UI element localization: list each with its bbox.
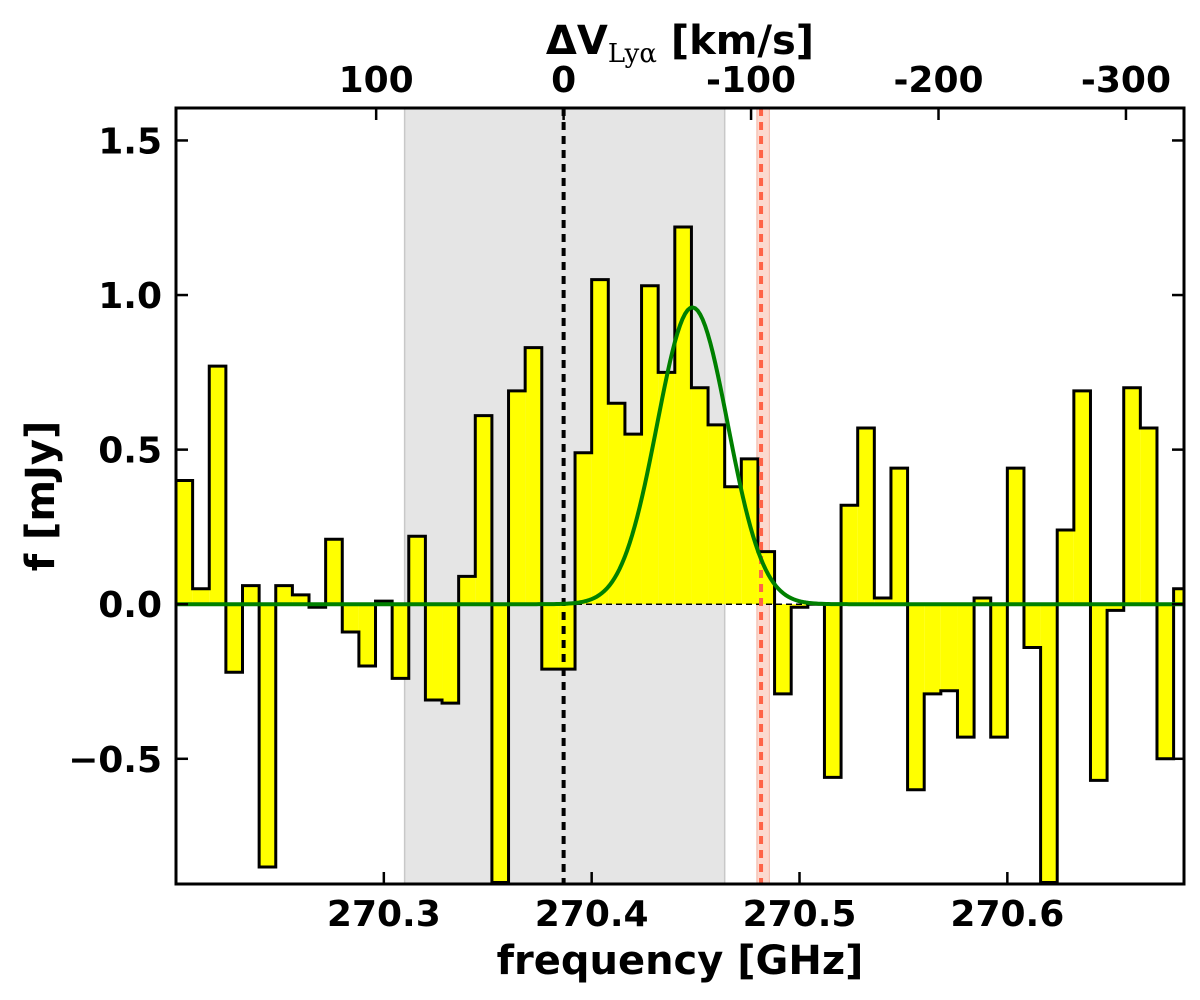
histogram-bar — [1173, 588, 1184, 605]
histogram-bar — [575, 452, 592, 605]
histogram-bar — [525, 347, 542, 605]
histogram-bar — [1140, 427, 1157, 605]
histogram-bar — [1057, 530, 1074, 605]
histogram-bar — [408, 536, 426, 605]
histogram-bar — [791, 604, 808, 608]
histogram-bar — [608, 403, 625, 605]
histogram-bar — [591, 279, 609, 605]
x-tick-label: 270.3 — [327, 894, 441, 935]
histogram-bar — [741, 458, 758, 605]
histogram-bar — [1023, 604, 1041, 648]
histogram-bar — [508, 390, 526, 605]
top-tick-label: -200 — [893, 60, 983, 101]
histogram-bar — [658, 372, 675, 605]
histogram-outline — [176, 225, 1184, 884]
top-axis-title: ΔVLyα [km/s] — [546, 18, 814, 69]
chart-overlays — [176, 108, 1184, 884]
top-tick-label: 100 — [339, 60, 414, 101]
top-tick-label: -300 — [1081, 60, 1171, 101]
top-tick-label: -100 — [706, 60, 796, 101]
gaussian-fit-line — [176, 305, 1184, 607]
y-tick-label: 1.5 — [98, 121, 162, 162]
histogram-bar — [209, 366, 226, 605]
y-tick-label: −0.5 — [68, 740, 162, 781]
histogram-bar — [907, 604, 925, 790]
histogram-bar — [358, 604, 376, 667]
histogram-bar — [857, 427, 875, 605]
histogram-bar — [442, 604, 459, 704]
histogram-bar — [1123, 387, 1141, 605]
histogram-bar — [924, 604, 941, 694]
histogram-bar — [774, 604, 792, 694]
histogram-bar — [1007, 468, 1024, 605]
top-tick-label: 0 — [551, 60, 576, 101]
histogram-bar — [691, 387, 709, 605]
y-tick-label: 1.0 — [98, 276, 162, 317]
histogram-bar — [841, 505, 858, 605]
histogram-bar — [874, 598, 891, 605]
histogram-bar — [558, 604, 576, 670]
histogram-bar — [1156, 604, 1174, 759]
histogram-bar — [708, 424, 725, 605]
histogram-bars — [176, 227, 1184, 883]
histogram-bar — [1073, 390, 1091, 605]
histogram-bar — [957, 604, 975, 738]
chart-axes: 270.3 270.4 270.5 270.6 −0.5 0.0 0.5 1.0 1.5 100 0… — [68, 60, 1186, 935]
top-axis-title-suffix: [km/s] — [657, 18, 814, 64]
histogram-bar — [1040, 604, 1058, 883]
histogram-bar — [242, 585, 260, 605]
histogram-bar — [890, 468, 908, 605]
y-axis-title: f [mJy] — [18, 421, 64, 572]
y-tick-label: 0.5 — [98, 431, 162, 472]
histogram-bar — [624, 434, 642, 605]
histogram-bar — [824, 604, 842, 778]
histogram-bar — [292, 594, 310, 605]
histogram-bar — [458, 576, 476, 605]
histogram-bar — [425, 604, 443, 701]
histogram-bar — [1090, 604, 1108, 781]
x-tick-label: 270.5 — [743, 894, 857, 935]
top-axis-title-subscript: Lyα — [608, 39, 657, 69]
histogram-bar — [225, 604, 243, 673]
histogram-bar — [275, 585, 293, 605]
histogram-bar — [990, 604, 1008, 738]
histogram-bar — [940, 604, 958, 691]
x-tick-label: 270.4 — [535, 894, 649, 935]
y-tick-label: 0.0 — [98, 585, 162, 626]
histogram-bar — [1107, 604, 1124, 611]
histogram-bar — [392, 604, 409, 679]
x-axis-title: frequency [GHz] — [497, 938, 864, 984]
plot-frame — [174, 106, 1186, 886]
histogram-bar — [325, 539, 343, 605]
histogram-bar — [176, 480, 193, 605]
histogram-bar — [724, 486, 742, 605]
histogram-bar — [674, 227, 692, 605]
histogram-bar — [259, 604, 276, 867]
x-tick-label: 270.6 — [950, 894, 1064, 935]
histogram-bar — [541, 604, 559, 670]
histogram-bar — [475, 415, 492, 605]
histogram-bar — [641, 285, 659, 605]
histogram-bar — [491, 604, 509, 883]
histogram-bar — [342, 604, 359, 633]
histogram-bar — [192, 588, 210, 605]
top-axis-title-prefix: ΔV — [546, 18, 608, 64]
histogram-bar — [974, 598, 991, 605]
